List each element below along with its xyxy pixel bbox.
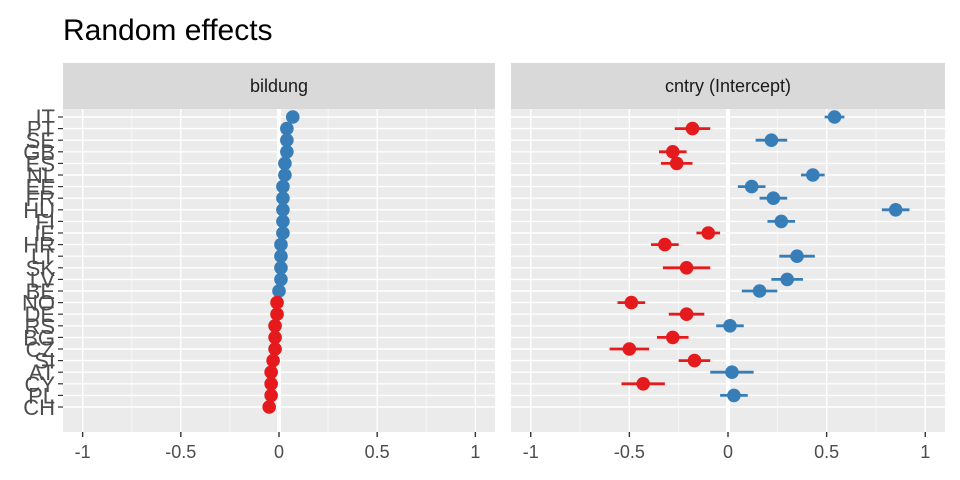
x-tick-label: 0.5 (365, 442, 390, 462)
data-point (274, 249, 288, 263)
y-tick-label: BE (26, 279, 55, 304)
data-point (264, 388, 278, 403)
data-point (725, 365, 739, 380)
data-point (268, 319, 282, 333)
data-point (665, 330, 680, 345)
data-point (272, 284, 286, 298)
panel-strip-label: cntry (Intercept) (665, 76, 791, 96)
panel-strip (63, 63, 495, 109)
y-tick-label: GB (23, 140, 55, 165)
data-point (274, 261, 288, 275)
data-point (278, 168, 292, 182)
data-point (276, 214, 290, 229)
data-point (665, 145, 680, 159)
panel-strip-label: bildung (250, 76, 308, 96)
data-point (669, 156, 684, 171)
y-tick-label: CH (23, 395, 55, 420)
data-point (268, 342, 282, 356)
data-point (276, 203, 290, 217)
y-tick-label: CY (24, 372, 55, 397)
y-tick-label: LV (30, 267, 56, 292)
data-point (752, 284, 767, 298)
data-point (790, 249, 804, 263)
data-point (280, 145, 294, 159)
panel-strip (511, 63, 945, 109)
data-point (744, 179, 759, 194)
data-point (274, 237, 288, 252)
data-point (685, 121, 700, 136)
x-tick-label: 1 (470, 442, 480, 462)
data-point (268, 330, 282, 345)
data-point (280, 133, 294, 147)
data-point (658, 237, 672, 252)
y-tick-label: FR (26, 186, 55, 211)
data-point (679, 261, 694, 275)
data-point (278, 156, 292, 171)
data-point (727, 388, 741, 403)
data-point (270, 307, 284, 322)
data-point (276, 179, 290, 194)
data-point (888, 203, 903, 217)
panel-bildung: bildung -1 -0.5 0 0.5 1 (63, 63, 495, 462)
data-point (780, 272, 794, 287)
data-point (264, 377, 278, 391)
y-tick-label: CZ (26, 337, 55, 362)
data-point (687, 353, 702, 368)
data-point (827, 110, 842, 124)
y-tick-label: NL (27, 163, 55, 188)
data-point (276, 226, 290, 240)
y-tick-label: SI (34, 349, 55, 374)
data-point (701, 226, 716, 240)
y-tick-label: IE (34, 221, 55, 246)
y-tick-label: BG (23, 325, 55, 350)
y-tick-label: HU (23, 198, 55, 223)
x-tick-label: -0.5 (614, 442, 645, 462)
y-tick-label: FI (35, 209, 55, 234)
y-tick-label: SK (26, 256, 56, 281)
y-tick-label: IT (35, 105, 55, 130)
data-point (624, 295, 639, 310)
data-point (285, 110, 300, 124)
y-tick-label: PL (28, 383, 55, 408)
data-point (266, 353, 280, 368)
y-tick-label: EE (26, 175, 55, 200)
data-point (262, 400, 276, 414)
y-tick-label: HR (23, 233, 55, 258)
data-point (636, 377, 650, 391)
y-tick-label: NO (22, 291, 55, 316)
x-tick-label: -1 (75, 442, 91, 462)
y-tick-label: DE (24, 302, 55, 327)
data-point (723, 319, 737, 333)
data-point (806, 168, 820, 182)
data-point (679, 307, 694, 322)
x-tick-label: 0 (723, 442, 733, 462)
y-tick-label: ES (26, 151, 55, 176)
data-point (764, 133, 779, 147)
y-tick-label: PT (27, 117, 55, 142)
data-point (264, 365, 278, 380)
x-tick-label: 0.5 (814, 442, 839, 462)
data-point (280, 121, 294, 136)
x-tick-label: 1 (920, 442, 930, 462)
y-tick-label: AT (29, 360, 55, 385)
data-point (274, 272, 288, 287)
data-point (622, 342, 637, 356)
panel-cntry-intercept: cntry (Intercept) -1 -0.5 0 0.5 1 (511, 63, 945, 462)
x-tick-label: 0 (274, 442, 284, 462)
data-point (270, 295, 284, 310)
chart-title: Random effects (63, 14, 273, 47)
x-tick-label: -0.5 (165, 442, 196, 462)
y-axis-labels: ITPTSEGBESNLEEFRHUFIIEHRLTSKLVBENODERSBG… (22, 105, 63, 420)
x-tick-label: -1 (523, 442, 539, 462)
data-point (774, 214, 789, 229)
y-tick-label: RS (24, 314, 55, 339)
y-tick-label: LT (31, 244, 55, 269)
y-tick-label: SE (26, 128, 55, 153)
data-point (766, 191, 781, 205)
data-point (276, 191, 290, 205)
